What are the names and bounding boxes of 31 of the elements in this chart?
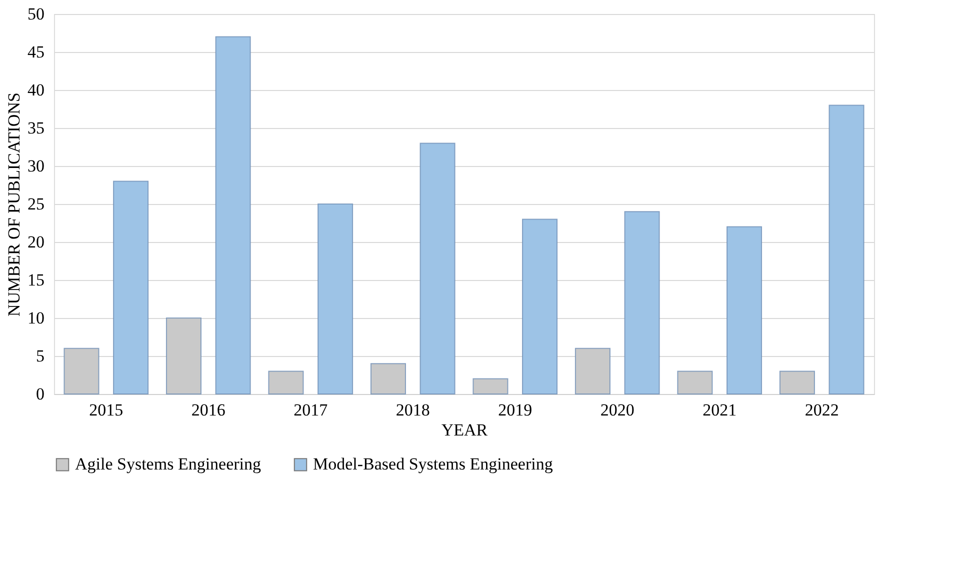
x-tick-label: 2021: [702, 400, 737, 420]
y-tick-label: 5: [36, 346, 44, 366]
y-tick-label: 30: [28, 156, 44, 176]
x-tick-label: 2022: [804, 400, 839, 420]
legend-label: Model-Based Systems Engineering: [313, 454, 554, 474]
bar: [318, 204, 354, 394]
y-tick-label: 50: [28, 4, 44, 24]
y-tick-label: 15: [28, 270, 44, 290]
x-tick-label: 2015: [89, 400, 124, 420]
y-tick-label: 25: [28, 194, 44, 214]
y-tick-label: 35: [28, 118, 44, 138]
x-tick-label: 2020: [600, 400, 634, 420]
x-tick-label: 2018: [396, 400, 430, 420]
y-tick-label: 40: [28, 80, 44, 100]
bar: [828, 104, 864, 394]
y-axis-title: NUMBER OF PUBLICATIONS: [4, 92, 24, 316]
bar: [113, 180, 149, 394]
bar: [726, 226, 762, 394]
legend-label: Agile Systems Engineering: [75, 454, 262, 474]
y-tick-label: 45: [28, 42, 44, 62]
y-tick-label: 10: [28, 308, 44, 328]
y-tick-label: 0: [36, 384, 44, 404]
bar: [420, 142, 456, 394]
bar: [624, 211, 660, 394]
x-axis-title: YEAR: [441, 420, 488, 440]
y-tick-label: 20: [28, 232, 44, 252]
x-tick-label: 2019: [498, 400, 532, 420]
x-tick-label: 2017: [294, 400, 328, 420]
bar: [215, 36, 251, 394]
bar: [522, 218, 558, 394]
x-tick-label: 2016: [191, 400, 226, 420]
